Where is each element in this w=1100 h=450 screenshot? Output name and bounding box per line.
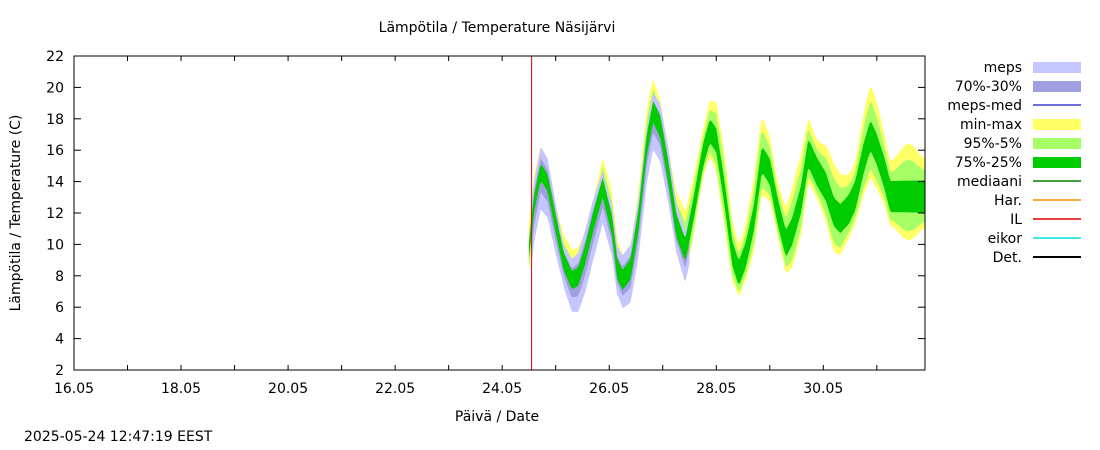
legend: meps 70%-30% meps-med min-max 95%-5% 75%-25% m… [947, 60, 1081, 266]
legend-swatch [1033, 157, 1081, 168]
x-tick-label: 20.05 [268, 381, 308, 397]
y-tick-label: 6 [55, 300, 64, 316]
x-tick-label: 30.05 [803, 381, 843, 397]
legend-label: meps-med [947, 98, 1022, 114]
x-tick-label: 22.05 [375, 381, 415, 397]
legend-label: 95%-5% [964, 136, 1022, 152]
y-axis-ticks: 2 4 6 8 10 12 14 16 18 20 22 [46, 49, 925, 379]
y-tick-label: 2 [55, 363, 64, 379]
y-tick-label: 12 [46, 206, 64, 222]
y-tick-label: 16 [46, 143, 64, 159]
x-tick-label: 28.05 [696, 381, 736, 397]
legend-label: Har. [994, 193, 1022, 209]
plot-area [529, 56, 925, 370]
band-75-25 [528, 101, 925, 291]
chart-title: Lämpötila / Temperature Näsijärvi [379, 20, 616, 36]
legend-swatch [1033, 119, 1081, 130]
legend-label: Det. [993, 250, 1022, 266]
band-95-5 [528, 89, 925, 300]
y-tick-label: 18 [46, 112, 64, 128]
x-tick-label: 18.05 [161, 381, 201, 397]
x-axis-ticks: 16.05 18.05 20.05 22.05 24.05 26.05 28.05 30.05 [54, 56, 878, 397]
y-tick-label: 20 [46, 80, 64, 96]
legend-label: eikor [988, 231, 1023, 247]
x-tick-label: 26.05 [589, 381, 629, 397]
y-tick-label: 22 [46, 49, 64, 65]
y-tick-label: 8 [55, 269, 64, 285]
x-tick-label: 24.05 [482, 381, 522, 397]
x-axis-label: Päivä / Date [455, 409, 539, 425]
legend-swatch [1033, 81, 1081, 92]
legend-label: IL [1010, 212, 1022, 228]
y-tick-label: 10 [46, 237, 64, 253]
legend-swatch [1033, 62, 1081, 73]
legend-label: 75%-25% [955, 155, 1022, 171]
timestamp: 2025-05-24 12:47:19 EEST [24, 429, 213, 445]
legend-swatch [1033, 138, 1081, 149]
band-meps [531, 93, 690, 312]
legend-label: meps [984, 60, 1022, 76]
x-tick-label: 16.05 [54, 381, 94, 397]
legend-label: 70%-30% [955, 79, 1022, 95]
y-tick-label: 14 [46, 175, 64, 191]
y-axis-label: Lämpötila / Temperature (C) [8, 115, 24, 312]
legend-label: min-max [960, 117, 1022, 133]
legend-label: mediaani [957, 174, 1022, 190]
y-tick-label: 4 [55, 332, 64, 348]
